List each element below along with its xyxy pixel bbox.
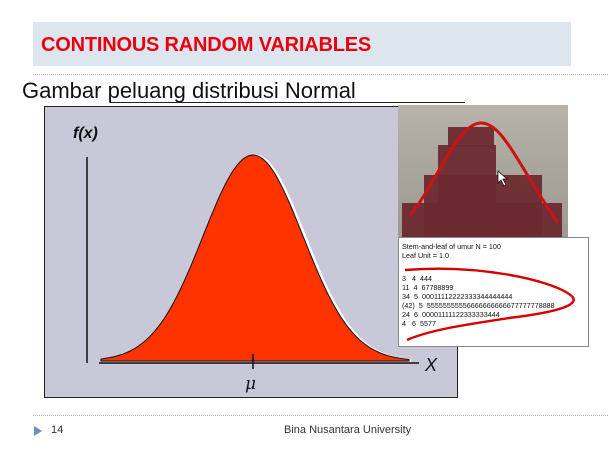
stem-leaf-unit: Leaf Unit = 1.0 <box>402 251 449 260</box>
play-icon <box>34 426 42 436</box>
stem-leaf-row: 3 4 444 <box>402 274 432 283</box>
cursor-icon <box>497 170 509 187</box>
stem-leaf-row: 4 6 5577 <box>402 319 436 328</box>
histogram-photo-svg <box>402 121 562 237</box>
histogram-photo <box>398 105 568 237</box>
mean-label: μ <box>245 374 256 394</box>
y-axis-label: f(x) <box>73 125 98 142</box>
x-axis-label: X <box>424 355 438 375</box>
normal-distribution-plot: f(x) X μ <box>44 106 458 398</box>
subtitle-underline <box>110 102 465 103</box>
stem-leaf-row: 24 6 00001111122333333444 <box>402 310 500 319</box>
slide-subtitle: Gambar peluang distribusi Normal <box>22 78 356 103</box>
bottom-divider <box>33 415 608 416</box>
stem-leaf-title: Stem-and-leaf of umur N = 100 <box>402 242 501 251</box>
slide-title: CONTINOUS RANDOM VARIABLES <box>41 34 371 56</box>
histogram-bar <box>448 127 494 147</box>
page-number: 14 <box>51 424 64 436</box>
normal-curve-svg: f(x) X μ <box>45 107 457 397</box>
stem-leaf-row: 11 4 67788899 <box>402 283 454 292</box>
overlay-curve <box>404 267 575 342</box>
top-divider <box>33 74 608 75</box>
stem-leaf-row: (42) 5 55555555556666666666677777778888 <box>402 301 555 310</box>
stem-and-leaf-display: Stem-and-leaf of umur N = 100 Leaf Unit … <box>398 237 589 347</box>
bell-curve-area <box>100 154 410 362</box>
stem-leaf-header: Stem-and-leaf of umur N = 100 Leaf Unit … <box>402 242 501 260</box>
histogram-fit-curve <box>408 121 560 224</box>
histogram-bar <box>402 203 562 237</box>
footer-text: Bina Nusantara University <box>284 424 412 436</box>
stem-leaf-overlay-curve <box>404 267 575 342</box>
stem-leaf-row: 34 5 00011112222333344444444 <box>402 292 513 301</box>
title-bar: CONTINOUS RANDOM VARIABLES <box>33 22 571 66</box>
